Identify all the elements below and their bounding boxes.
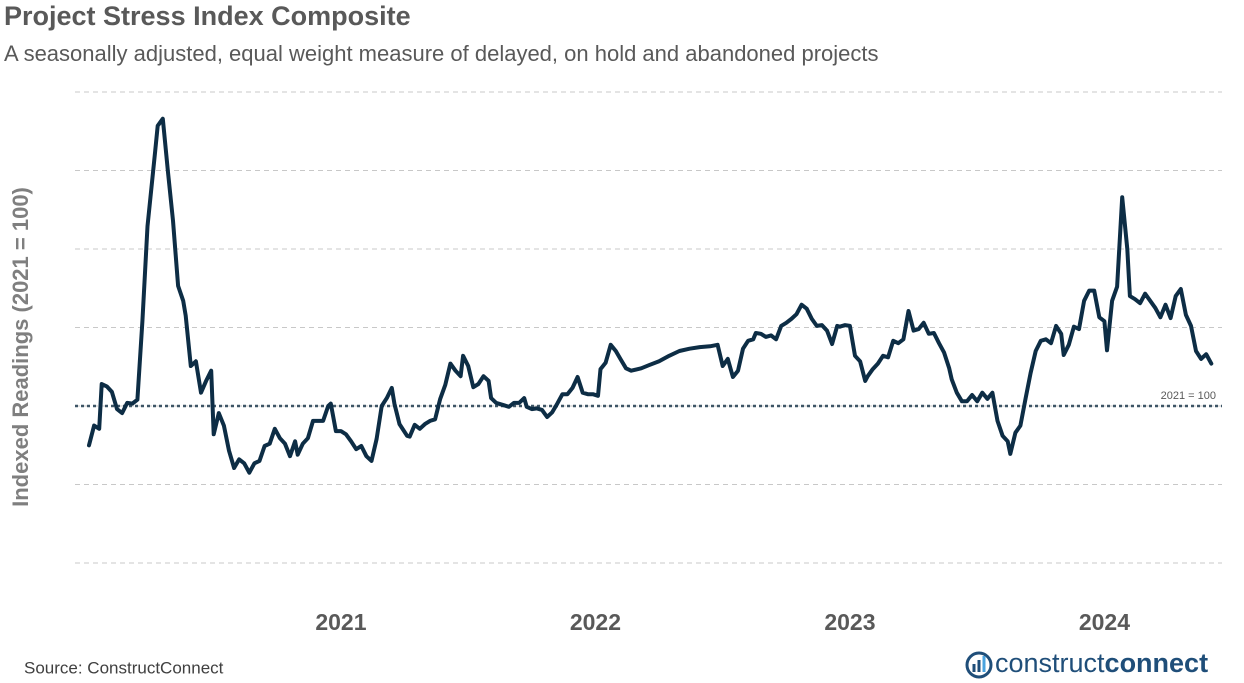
chart-subtitle: A seasonally adjusted, equal weight meas… xyxy=(4,41,879,66)
x-tick-label: 2024 xyxy=(1079,609,1130,635)
x-tick-label: 2021 xyxy=(315,609,366,635)
x-tick-label: 2023 xyxy=(824,609,875,635)
y-axis-label: Indexed Readings (2021 = 100) xyxy=(8,187,33,507)
data-line xyxy=(87,116,1214,475)
logo-text: constructconnect xyxy=(995,648,1208,678)
plot-area: 2021 2022 2023 2024 2021 = 100 xyxy=(75,91,1222,635)
source: Source: ConstructConnect xyxy=(24,658,224,677)
logo-part: connect xyxy=(1105,648,1209,678)
logo: constructconnect xyxy=(965,648,1208,679)
x-tick-label: 2022 xyxy=(570,609,621,635)
logo-icon xyxy=(965,651,993,679)
logo-part: construct xyxy=(995,648,1105,678)
chart-title: Project Stress Index Composite xyxy=(4,1,411,31)
reference-label: 2021 = 100 xyxy=(1161,390,1216,402)
